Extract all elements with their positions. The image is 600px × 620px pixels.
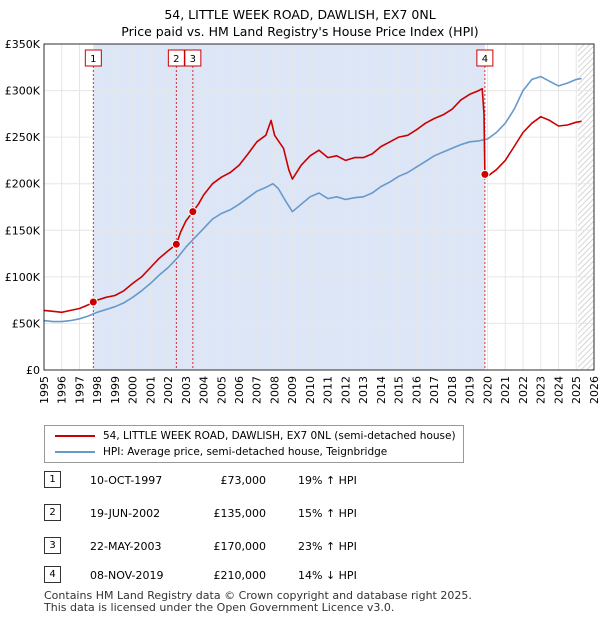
sale-number-badge: 2: [44, 504, 61, 521]
sale-point: [88, 297, 98, 307]
sale-marker-label: 2: [173, 54, 179, 65]
sale-price: £210,000: [213, 569, 267, 582]
sale-row: 2 19-JUN-2002 £135,000 15% ↑ HPI: [44, 504, 444, 524]
sale-marker-label: 1: [90, 54, 96, 65]
legend-label-hpi: HPI: Average price, semi-detached house,…: [103, 446, 388, 458]
x-tick-label: 2014: [375, 376, 388, 404]
x-tick-label: 2002: [162, 376, 175, 404]
sale-point: [171, 239, 181, 249]
legend-item-property: 54, LITTLE WEEK ROAD, DAWLISH, EX7 0NL (…: [55, 428, 456, 444]
y-tick-label: £50K: [12, 317, 41, 330]
x-tick-label: 2004: [198, 376, 211, 404]
y-tick-label: £100K: [5, 271, 41, 284]
sale-row: 1 10-OCT-1997 £73,000 19% ↑ HPI: [44, 471, 444, 491]
footer-copyright: Contains HM Land Registry data © Crown c…: [44, 589, 472, 602]
x-tick-label: 2024: [552, 376, 565, 404]
sale-point: [480, 169, 490, 179]
legend: 54, LITTLE WEEK ROAD, DAWLISH, EX7 0NL (…: [44, 425, 464, 463]
legend-item-hpi: HPI: Average price, semi-detached house,…: [55, 444, 387, 460]
x-tick-label: 2001: [144, 376, 157, 404]
footer-licence: This data is licensed under the Open Gov…: [44, 600, 395, 614]
y-tick-label: £150K: [5, 224, 41, 237]
price-chart: £0 £50K £100K £150K £200K £250K £300K £350K 1995…: [5, 38, 600, 404]
x-tick-label: 2026: [588, 376, 600, 404]
x-tick-label: 1996: [56, 376, 69, 404]
chart-title: 54, LITTLE WEEK ROAD, DAWLISH, EX7 0NL P…: [0, 6, 600, 40]
x-tick-label: 1998: [91, 376, 104, 404]
plot-border: [43, 43, 595, 371]
x-tick-label: 2013: [357, 376, 370, 404]
sale-price: £170,000: [213, 540, 267, 553]
sale-price: £73,000: [220, 474, 267, 487]
sale-date: 08-NOV-2019: [90, 569, 164, 582]
y-tick-label: £300K: [5, 85, 41, 98]
x-tick-label: 2016: [410, 376, 423, 404]
x-tick-label: 2023: [535, 376, 548, 404]
x-tick-label: 1997: [73, 376, 86, 404]
x-tick-label: 2020: [481, 376, 494, 404]
y-tick-label: £200K: [5, 178, 41, 191]
sale-row: 4 08-NOV-2019 £210,000 14% ↓ HPI: [44, 566, 444, 586]
hpi-line: [43, 75, 582, 323]
y-tick-label: £250K: [5, 131, 41, 144]
x-tick-label: 2018: [446, 376, 459, 404]
x-tick-label: 2008: [268, 376, 281, 404]
title-line-1: 54, LITTLE WEEK ROAD, DAWLISH, EX7 0NL: [164, 7, 436, 22]
legend-swatch-hpi: [55, 451, 95, 453]
sale-hpi-diff: 23% ↑ HPI: [298, 540, 357, 553]
x-tick-label: 1999: [109, 376, 122, 404]
x-tick-label: 2021: [499, 376, 512, 404]
sale-point: [188, 207, 198, 217]
sale-price: £135,000: [213, 507, 267, 520]
x-tick-label: 2006: [233, 376, 246, 404]
sale-number-badge: 1: [44, 471, 61, 488]
sale-hpi-diff: 19% ↑ HPI: [298, 474, 357, 487]
title-line-2: Price paid vs. HM Land Registry's House …: [121, 24, 479, 39]
sale-date: 22-MAY-2003: [90, 540, 162, 553]
sale-number-badge: 3: [44, 537, 61, 554]
sale-hpi-diff: 14% ↓ HPI: [298, 569, 357, 582]
x-tick-label: 2017: [428, 376, 441, 404]
sale-date: 10-OCT-1997: [90, 474, 163, 487]
y-tick-label: £350K: [5, 38, 41, 51]
x-tick-label: 2025: [570, 376, 583, 404]
sale-marker-box: [84, 49, 102, 67]
x-tick-label: 2000: [127, 376, 140, 404]
x-tick-label: 2007: [251, 376, 264, 404]
x-tick-label: 2011: [322, 376, 335, 404]
y-tick-label: £0: [26, 364, 40, 377]
x-tick-label: 1995: [38, 376, 51, 404]
x-tick-label: 2010: [304, 376, 317, 404]
footer: Contains HM Land Registry data © Crown c…: [44, 590, 472, 613]
x-tick-label: 2022: [517, 376, 530, 404]
legend-swatch-property: [55, 435, 95, 437]
x-tick-label: 2009: [286, 376, 299, 404]
sale-row: 3 22-MAY-2003 £170,000 23% ↑ HPI: [44, 537, 444, 557]
sale-date: 19-JUN-2002: [90, 507, 161, 520]
x-tick-label: 2019: [464, 376, 477, 404]
x-tick-label: 2003: [180, 376, 193, 404]
sale-marker-box: [476, 49, 494, 67]
x-tick-label: 2015: [393, 376, 406, 404]
sale-marker-box: [184, 49, 202, 67]
legend-label-property: 54, LITTLE WEEK ROAD, DAWLISH, EX7 0NL (…: [103, 430, 456, 442]
sale-marker-label: 3: [190, 54, 196, 65]
sale-number-badge: 4: [44, 566, 61, 583]
sale-hpi-diff: 15% ↑ HPI: [298, 507, 357, 520]
future-hatch: [578, 44, 594, 370]
x-tick-label: 2012: [339, 376, 352, 404]
sale-marker-label: 4: [482, 54, 488, 65]
x-tick-label: 2005: [215, 376, 228, 404]
